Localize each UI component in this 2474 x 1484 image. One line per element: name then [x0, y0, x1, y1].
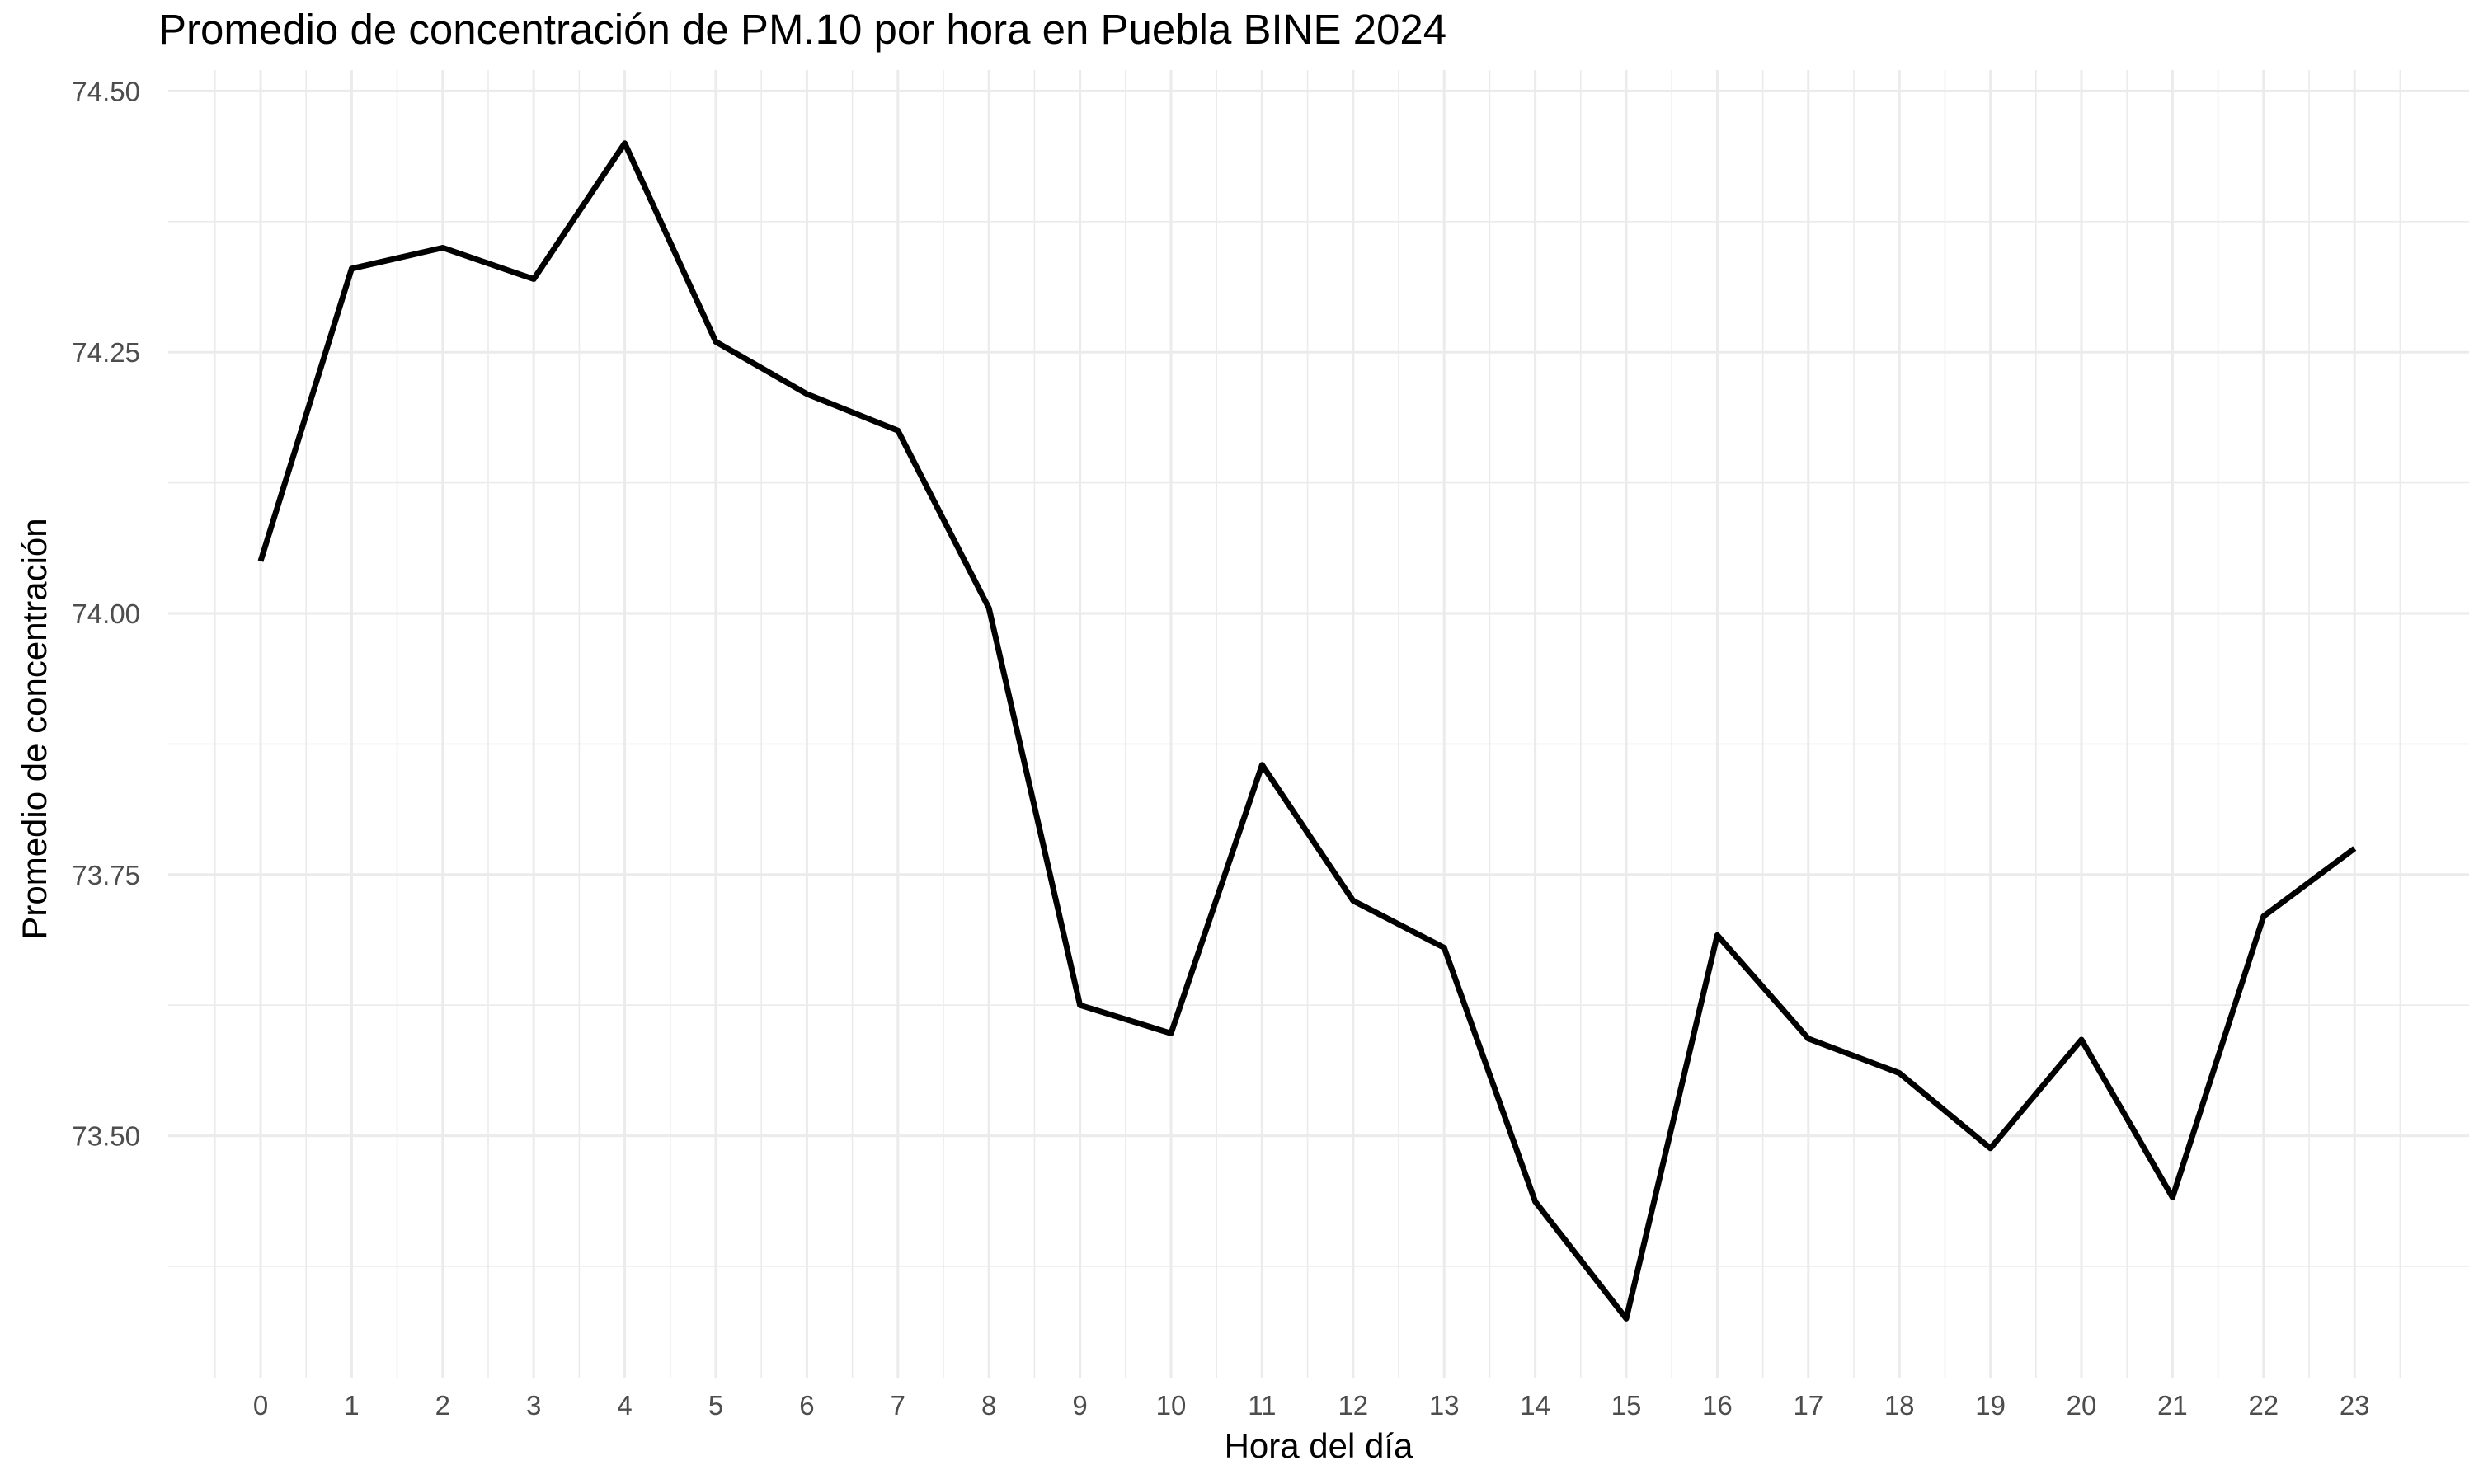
x-tick-label: 4: [617, 1390, 632, 1421]
x-axis-title: Hora del día: [1225, 1426, 1413, 1465]
x-tick-label: 17: [1793, 1390, 1823, 1421]
x-tick-label: 18: [1884, 1390, 1915, 1421]
y-tick-label: 73.75: [72, 860, 140, 890]
x-axis-ticks: 0 1 2 3 4 5 6 7 8 9 10 11 12 13 14 15 16 17 18 19 20 21 22 23: [253, 1390, 2370, 1421]
x-tick-label: 3: [526, 1390, 541, 1421]
x-tick-label: 0: [253, 1390, 268, 1421]
chart-title: Promedio de concentración de PM.10 por h…: [158, 6, 1447, 53]
series-layer: [257, 140, 2357, 1322]
x-tick-label: 13: [1429, 1390, 1460, 1421]
y-axis-ticks: 73.50 73.75 74.00 74.25 74.50: [72, 76, 140, 1151]
x-tick-label: 22: [2248, 1390, 2279, 1421]
x-tick-label: 10: [1156, 1390, 1187, 1421]
x-tick-label: 23: [2340, 1390, 2370, 1421]
x-tick-label: 11: [1248, 1390, 1276, 1421]
y-tick-label: 74.25: [72, 337, 140, 368]
grid-lines: [168, 70, 2469, 1378]
x-tick-label: 2: [435, 1390, 450, 1421]
series-line: [257, 140, 2357, 1322]
x-tick-label: 1: [344, 1390, 359, 1421]
x-tick-label: 6: [799, 1390, 814, 1421]
x-tick-label: 16: [1702, 1390, 1733, 1421]
x-tick-label: 12: [1338, 1390, 1368, 1421]
x-tick-label: 15: [1611, 1390, 1642, 1421]
y-tick-label: 73.50: [72, 1121, 140, 1152]
x-tick-label: 8: [981, 1390, 996, 1421]
x-tick-label: 14: [1520, 1390, 1550, 1421]
x-tick-label: 19: [1975, 1390, 2006, 1421]
y-tick-label: 74.50: [72, 76, 140, 106]
y-axis-title: Promedio de concentración: [15, 518, 54, 939]
x-tick-label: 9: [1072, 1390, 1087, 1421]
x-tick-label: 21: [2157, 1390, 2188, 1421]
y-tick-label: 74.00: [72, 599, 140, 629]
x-tick-label: 7: [891, 1390, 905, 1421]
x-tick-label: 5: [708, 1390, 723, 1421]
x-tick-label: 20: [2067, 1390, 2097, 1421]
